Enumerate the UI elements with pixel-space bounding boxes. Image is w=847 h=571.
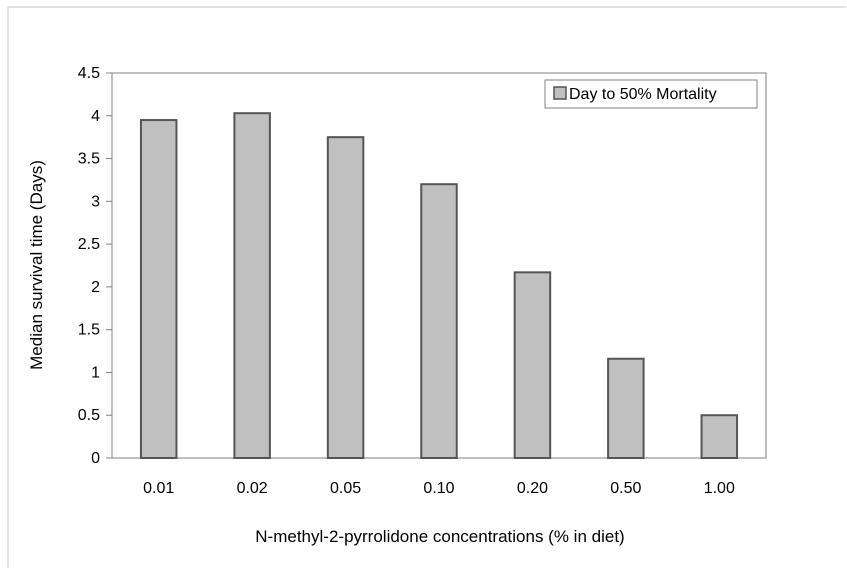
x-tick-label: 0.02 (237, 480, 268, 497)
x-axis-title: N-methyl-2-pyrrolidone concentrations (%… (255, 527, 624, 546)
y-tick-label: 3 (91, 193, 100, 210)
bar-0.10 (420, 183, 458, 459)
x-tick-label: 0.20 (517, 480, 548, 497)
y-axis-ticks (106, 72, 112, 459)
y-tick-label: 4.5 (78, 65, 100, 82)
bar-0.20 (513, 271, 552, 459)
y-tick-label: 2 (91, 279, 100, 296)
y-tick-label: 1.5 (78, 322, 100, 339)
x-tick-label: 0.10 (423, 480, 454, 497)
x-tick-label: 0.05 (330, 480, 361, 497)
y-tick-label: 4 (91, 108, 100, 125)
y-axis-tick-labels: 0 0.5 1 1.5 2 2.5 3 3.5 4 4.5 (78, 65, 100, 467)
x-tick-label: 0.50 (610, 480, 641, 497)
bar-0.50 (607, 357, 645, 459)
legend-box (544, 79, 758, 109)
bar-0.05 (326, 136, 365, 460)
x-tick-label: 0.01 (143, 480, 174, 497)
y-tick-label: 1 (91, 364, 100, 381)
y-tick-label: 2.5 (78, 236, 100, 253)
x-axis-tick-labels: 0.01 0.02 0.05 0.10 0.20 0.50 1.00 (143, 480, 735, 497)
bar-1.00 (700, 414, 739, 460)
bar-series (139, 112, 739, 460)
legend-label: Day to 50% Mortality (569, 86, 717, 103)
legend-swatch (553, 86, 567, 100)
legend: Day to 50% Mortality (544, 79, 758, 109)
y-axis-title: Median survival time (Days) (27, 160, 46, 370)
bar-0.01 (139, 119, 178, 460)
y-tick-label: 0 (91, 450, 100, 467)
y-tick-label: 3.5 (78, 151, 100, 168)
x-tick-label: 1.00 (704, 480, 735, 497)
bar-0.02 (233, 112, 271, 459)
y-tick-label: 0.5 (78, 407, 100, 424)
